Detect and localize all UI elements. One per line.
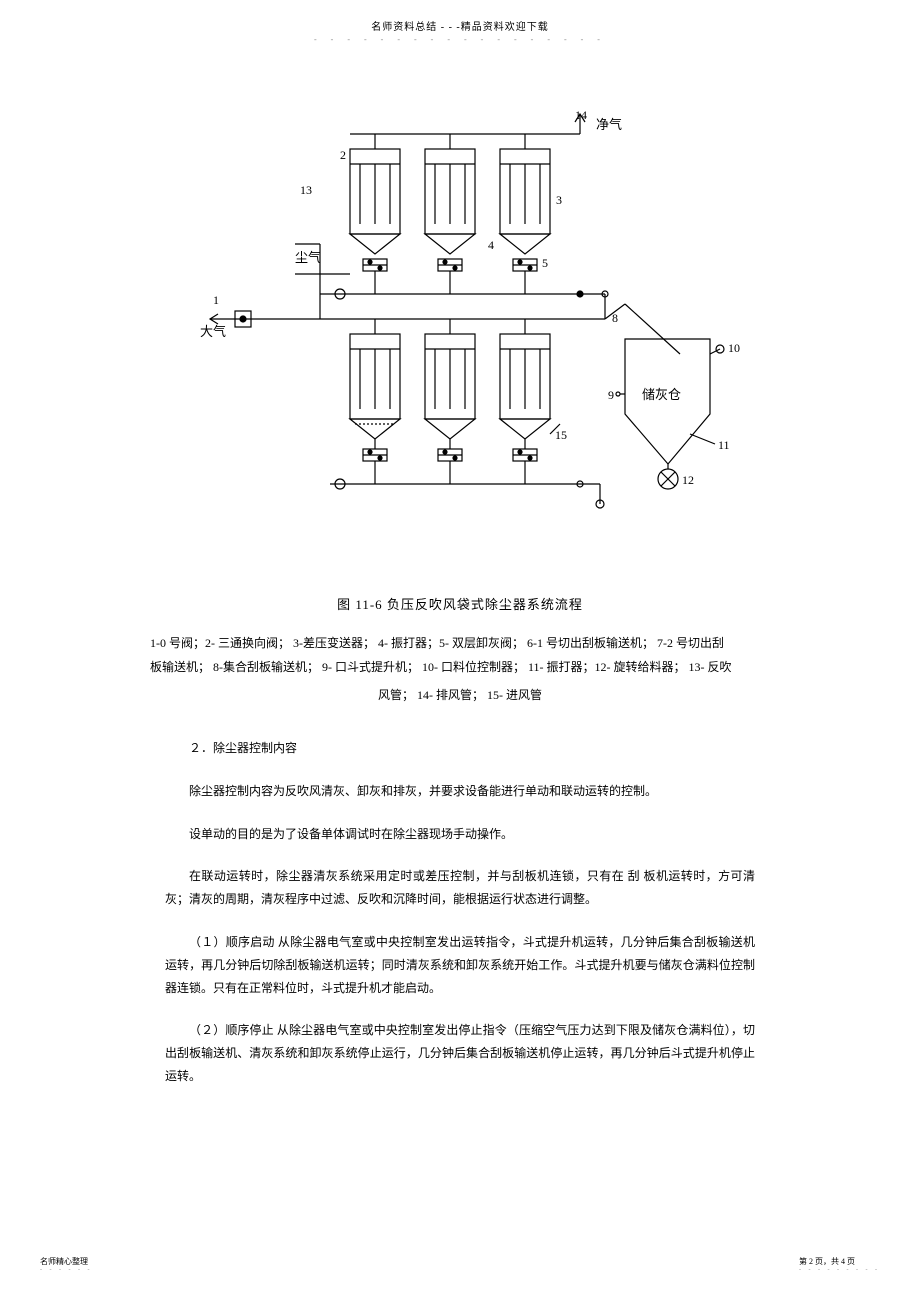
label-12: 12 [682, 473, 694, 487]
label-2: 2 [340, 148, 346, 162]
label-15: 15 [555, 428, 567, 442]
label-3: 3 [556, 193, 562, 207]
legend-line-2: 板输送机； 8-集合刮板输送机； 9- 口斗式提升机； 10- 口料位控制器； … [150, 655, 770, 679]
label-11: 11 [718, 438, 730, 452]
header-dots: - - - - - - - - - - - - - - - - - - [0, 35, 920, 44]
figure-legend: 1-0 号阀；2- 三通换向阀； 3-差压变送器； 4- 振打器；5- 双层卸灰… [150, 631, 770, 707]
p4-part1: 在联动运转时，除尘器清灰系统采用定时或差压控制，并与刮板机连锁，只有在 [189, 869, 624, 883]
label-jingqi: 净气 [596, 117, 622, 132]
label-4: 4 [488, 238, 494, 252]
label-13: 13 [300, 183, 312, 197]
body-content: ２．除尘器控制内容 除尘器控制内容为反吹风清灰、卸灰和排灰，并要求设备能进行单动… [165, 737, 755, 1088]
paragraph-4: 在联动运转时，除尘器清灰系统采用定时或差压控制，并与刮板机连锁，只有在 刮 板机… [165, 865, 755, 911]
label-9: 9 [608, 388, 614, 402]
label-chenqi: 尘气 [295, 250, 321, 265]
footer-left-text: 名师精心整理 [40, 1256, 93, 1267]
label-8: 8 [612, 311, 618, 325]
label-1: 1 [213, 293, 219, 307]
label-5: 5 [542, 256, 548, 270]
footer-right-text: 第 2 页，共 4 页 [799, 1256, 880, 1267]
legend-line-3: 风管； 14- 排风管； 15- 进风管 [150, 683, 770, 707]
footer-right: 第 2 页，共 4 页 - - - - - - - - - [799, 1256, 880, 1273]
diagram-svg: 净气 14 2 13 3 尘气 4 5 1 大气 8 9 储灰仓 10 11 1… [180, 104, 740, 574]
paragraph-5: （１）顺序启动 从除尘器电气室或中央控制室发出运转指令，斗式提升机运转，几分钟后… [165, 931, 755, 999]
footer-left: 名师精心整理 - - - - - - [40, 1256, 93, 1273]
figure-caption: 图 11-6 负压反吹风袋式除尘器系统流程 [0, 594, 920, 613]
label-14: 14 [575, 108, 587, 122]
label-chuhui: 储灰仓 [642, 387, 681, 402]
paragraph-6: （２）顺序停止 从除尘器电气室或中央控制室发出停止指令（压缩空气压力达到下限及储… [165, 1019, 755, 1087]
label-daqi: 大气 [200, 324, 226, 339]
paragraph-2: 除尘器控制内容为反吹风清灰、卸灰和排灰，并要求设备能进行单动和联动运转的控制。 [165, 780, 755, 803]
footer-left-dots: - - - - - - [40, 1267, 93, 1273]
label-10: 10 [728, 341, 740, 355]
section-heading: ２．除尘器控制内容 [165, 737, 755, 760]
paragraph-3: 设单动的目的是为了设备单体调试时在除尘器现场手动操作。 [165, 823, 755, 846]
page-header: 名师资料总结 - - -精品资料欢迎下载 - - - - - - - - - -… [0, 0, 920, 44]
footer-right-dots: - - - - - - - - - [799, 1267, 880, 1273]
header-text: 名师资料总结 - - -精品资料欢迎下载 [0, 18, 920, 33]
system-diagram: 净气 14 2 13 3 尘气 4 5 1 大气 8 9 储灰仓 10 11 1… [180, 104, 740, 574]
legend-line-1: 1-0 号阀；2- 三通换向阀； 3-差压变送器； 4- 振打器；5- 双层卸灰… [150, 631, 770, 655]
